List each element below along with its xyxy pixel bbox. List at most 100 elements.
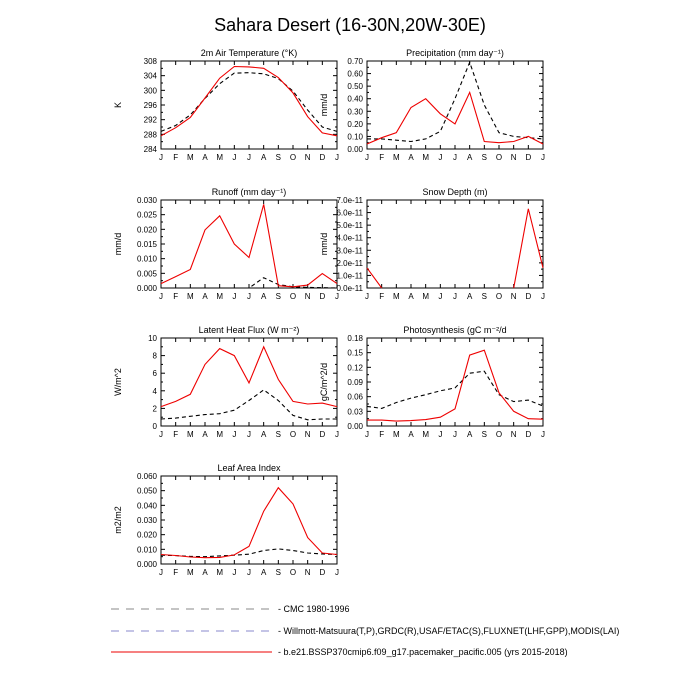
- x-tick-label: A: [261, 568, 267, 577]
- plot-frame: [160, 199, 338, 289]
- x-tick-label: M: [187, 568, 194, 577]
- x-tick-label: D: [525, 292, 531, 301]
- y-axis-label: mm/d: [319, 233, 329, 256]
- x-tick-label: S: [276, 292, 281, 301]
- legend-label: - Willmott-Matsuura(T,P),GRDC(R),USAF/ET…: [278, 626, 619, 636]
- y-tick-label: 0.15: [347, 349, 363, 358]
- y-tick-label: 0.050: [137, 487, 158, 496]
- y-tick-label: 0.03: [347, 407, 363, 416]
- y-axis-label: mm/d: [113, 233, 123, 256]
- y-tick-label: 6: [153, 369, 158, 378]
- x-tick-label: J: [247, 292, 251, 301]
- x-tick-label: J: [159, 568, 163, 577]
- y-tick-label: 308: [144, 57, 158, 66]
- y-tick-label: 0.020: [137, 225, 158, 234]
- x-tick-label: A: [261, 292, 267, 301]
- x-tick-label: M: [393, 292, 400, 301]
- x-tick-label: D: [319, 292, 325, 301]
- y-tick-label: 0.30: [347, 107, 363, 116]
- x-tick-label: J: [232, 430, 236, 439]
- x-tick-label: J: [438, 430, 442, 439]
- x-tick-label: O: [290, 568, 296, 577]
- obs-series-line: [160, 72, 338, 132]
- y-tick-label: 4.0e-11: [336, 234, 363, 243]
- x-tick-label: F: [173, 430, 178, 439]
- model-series-line: [160, 65, 338, 137]
- x-tick-label: J: [365, 153, 369, 162]
- x-tick-label: A: [202, 153, 208, 162]
- x-tick-label: A: [202, 292, 208, 301]
- y-tick-label: 0: [153, 422, 158, 431]
- panel-1: 2m Air Temperature (°K) 284 288 292 296 300 30…: [113, 48, 339, 162]
- y-tick-label: 0.20: [347, 120, 363, 129]
- x-tick-label: A: [202, 568, 208, 577]
- y-tick-label: 4: [153, 387, 158, 396]
- x-tick-label: J: [232, 292, 236, 301]
- y-tick-label: 7.0e-11: [336, 196, 363, 205]
- y-tick-label: 0.030: [137, 196, 158, 205]
- x-tick-label: J: [232, 153, 236, 162]
- x-tick-label: J: [438, 292, 442, 301]
- x-tick-label: D: [319, 568, 325, 577]
- y-tick-label: 0.010: [137, 255, 158, 264]
- x-tick-label: D: [525, 153, 531, 162]
- x-tick-label: J: [453, 292, 457, 301]
- y-tick-label: 0.005: [137, 269, 158, 278]
- y-tick-label: 296: [144, 101, 158, 110]
- panel-title: 2m Air Temperature (°K): [201, 48, 297, 58]
- x-tick-label: M: [187, 292, 194, 301]
- x-tick-label: O: [290, 153, 296, 162]
- x-tick-label: A: [467, 430, 473, 439]
- y-tick-label: 304: [144, 72, 158, 81]
- y-tick-label: 8: [153, 352, 158, 361]
- y-tick-label: 0.10: [347, 132, 363, 141]
- y-tick-label: 3.0e-11: [336, 246, 363, 255]
- x-tick-label: J: [335, 292, 339, 301]
- x-tick-label: N: [305, 430, 311, 439]
- x-tick-label: A: [408, 153, 414, 162]
- panel-6: Photosynthesis (gC m⁻²/d 0.00 0.03 0.06 0.09…: [319, 325, 545, 439]
- x-tick-label: J: [365, 292, 369, 301]
- y-tick-label: 0.70: [347, 57, 363, 66]
- obs-series-line: [160, 548, 338, 558]
- x-tick-label: F: [173, 568, 178, 577]
- x-tick-label: J: [247, 153, 251, 162]
- x-tick-label: D: [319, 153, 325, 162]
- x-tick-label: J: [541, 292, 545, 301]
- obs-series-line: [160, 389, 337, 421]
- x-tick-label: J: [541, 430, 545, 439]
- x-tick-label: A: [202, 430, 208, 439]
- x-tick-label: F: [379, 430, 384, 439]
- panel-7: Leaf Area Index 0.000 0.010 0.020 0.030 0.040…: [113, 463, 339, 577]
- y-tick-label: 2: [153, 404, 158, 413]
- x-tick-label: F: [173, 153, 178, 162]
- y-tick-label: 0.000: [137, 284, 158, 293]
- figure-title: Sahara Desert (16-30N,20W-30E): [214, 15, 486, 35]
- x-tick-label: O: [290, 430, 296, 439]
- x-tick-label: O: [496, 430, 502, 439]
- x-tick-label: J: [232, 568, 236, 577]
- model-series-line: [160, 204, 338, 288]
- y-tick-label: 0.020: [137, 531, 158, 540]
- x-tick-label: M: [393, 153, 400, 162]
- y-tick-label: 5.0e-11: [336, 221, 363, 230]
- panel-title: Latent Heat Flux (W m⁻²): [199, 325, 300, 335]
- y-axis-label: W/m^2: [113, 368, 123, 396]
- x-tick-label: J: [541, 153, 545, 162]
- model-series-line: [366, 90, 544, 145]
- x-tick-label: M: [216, 430, 223, 439]
- legend-entry-2: - Willmott-Matsuura(T,P),GRDC(R),USAF/ET…: [111, 626, 619, 636]
- plot-frame: [160, 475, 338, 565]
- x-tick-label: S: [482, 292, 487, 301]
- panels-container: 2m Air Temperature (°K)28428829229630030…: [113, 48, 545, 577]
- y-tick-label: 1.0e-11: [336, 271, 363, 280]
- x-tick-label: A: [408, 430, 414, 439]
- x-tick-label: A: [467, 153, 473, 162]
- y-tick-label: 0.010: [137, 545, 158, 554]
- panel-title: Leaf Area Index: [217, 463, 281, 473]
- x-tick-label: J: [335, 430, 339, 439]
- y-tick-label: 0.40: [347, 95, 363, 104]
- x-tick-label: J: [453, 153, 457, 162]
